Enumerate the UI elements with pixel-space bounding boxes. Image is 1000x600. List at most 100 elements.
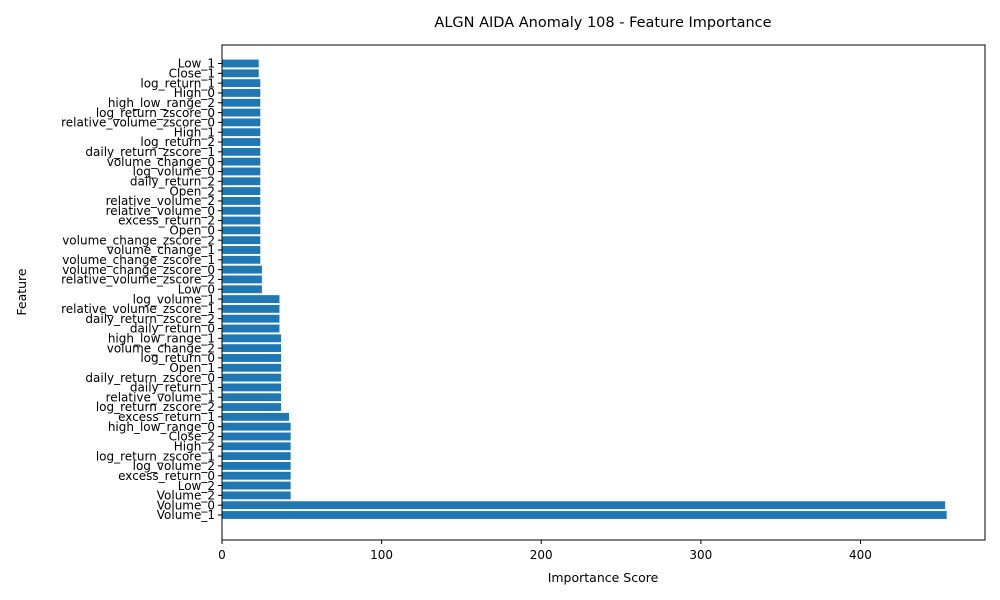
y-tick-label: volume_change_2	[107, 341, 215, 355]
bar-excess_return_0	[222, 471, 291, 480]
bar-volume_change_zscore_0	[222, 265, 262, 274]
bar-relative_volume_0	[222, 206, 261, 215]
bar-Low_2	[222, 481, 291, 490]
x-axis-label: Importance Score	[548, 570, 659, 585]
bar-Volume_2	[222, 491, 291, 500]
x-axis-ticks: 0 100 200 300 400	[218, 540, 872, 562]
y-tick-label: log_return_1	[140, 76, 215, 90]
y-tick-label: Open_0	[169, 224, 215, 238]
y-tick-label: relative_volume_zscore_2	[61, 273, 215, 287]
bar-daily_return_zscore_0	[222, 373, 282, 382]
bar-Open_2	[222, 187, 261, 196]
y-tick-label: Low_0	[178, 282, 215, 296]
y-tick-label: daily_return_0	[130, 322, 215, 336]
y-tick-label: high_low_range_2	[108, 96, 215, 110]
bar-Low_1	[222, 59, 259, 68]
y-tick-label: excess_return_1	[118, 410, 215, 424]
bar-log_volume_2	[222, 461, 291, 470]
y-tick-label: Volume_2	[157, 489, 215, 503]
y-tick-label: Volume_1	[157, 508, 215, 522]
y-tick-label: log_return_2	[140, 135, 215, 149]
bar-Open_1	[222, 363, 282, 372]
bar-volume_change_zscore_1	[222, 255, 261, 264]
y-tick-label: daily_return_1	[130, 381, 215, 395]
y-tick-label: Open_2	[169, 184, 215, 198]
y-tick-label: daily_return_2	[130, 174, 215, 188]
y-tick-label: daily_return_zscore_1	[85, 145, 215, 159]
y-tick-label: high_low_range_0	[108, 420, 215, 434]
y-axis-label: Feature	[14, 268, 29, 316]
bar-daily_return_2	[222, 177, 261, 186]
y-tick-label: daily_return_zscore_2	[85, 312, 215, 326]
bar-high_low_range_2	[222, 98, 261, 107]
y-tick-label: Low_2	[178, 479, 215, 493]
bar-daily_return_1	[222, 383, 282, 392]
y-tick-label: log_return_zscore_0	[96, 106, 215, 120]
y-tick-label: excess_return_2	[118, 214, 215, 228]
y-tick-label: Low_1	[178, 57, 215, 71]
bar-daily_return_0	[222, 324, 280, 333]
bar-High_0	[222, 89, 261, 97]
y-tick-label: log_return_0	[140, 351, 215, 365]
bar-Open_0	[222, 226, 261, 235]
bar-relative_volume_zscore_0	[222, 118, 261, 127]
x-tick-label: 0	[218, 548, 226, 562]
y-tick-label: High_2	[174, 439, 215, 453]
y-tick-label: log_volume_2	[133, 459, 215, 473]
y-tick-label: log_return_zscore_2	[96, 400, 215, 414]
bar-relative_volume_zscore_1	[222, 304, 280, 313]
y-axis-ticks: Volume_1Volume_0Volume_2Low_2excess_retu…	[61, 57, 222, 522]
y-tick-label: excess_return_0	[118, 469, 215, 483]
bar-daily_return_zscore_1	[222, 147, 261, 156]
x-tick-label: 100	[370, 548, 393, 562]
y-tick-label: volume_change_1	[107, 243, 215, 257]
bar-Volume_1	[222, 511, 947, 519]
y-tick-label: log_return_zscore_1	[96, 449, 215, 463]
y-tick-label: Close_2	[169, 430, 215, 444]
y-tick-label: volume_change_zscore_0	[62, 263, 215, 277]
y-tick-label: volume_change_zscore_2	[62, 233, 215, 247]
bar-log_return_1	[222, 79, 261, 88]
bar-volume_change_0	[222, 157, 261, 166]
chart-title: ALGN AIDA Anomaly 108 - Feature Importan…	[434, 15, 771, 31]
y-tick-label: Volume_0	[157, 498, 215, 512]
bar-log_return_0	[222, 354, 282, 362]
y-tick-label: volume_change_0	[107, 155, 215, 169]
y-tick-label: log_volume_1	[133, 292, 215, 306]
bar-volume_change_1	[222, 246, 261, 254]
bar-Low_0	[222, 285, 262, 294]
bar-daily_return_zscore_2	[222, 314, 280, 323]
y-tick-label: High_0	[174, 86, 215, 100]
bar-High_1	[222, 128, 261, 137]
bar-log_volume_1	[222, 295, 280, 303]
x-tick-label: 200	[530, 548, 553, 562]
bar-log_volume_0	[222, 167, 261, 176]
y-tick-label: relative_volume_zscore_0	[61, 116, 215, 130]
bar-excess_return_2	[222, 216, 261, 225]
y-tick-label: relative_volume_2	[106, 194, 215, 208]
bar-log_return_zscore_0	[222, 108, 261, 117]
y-tick-label: relative_volume_1	[106, 390, 215, 404]
plot-frame	[221, 44, 986, 541]
bar-volume_change_2	[222, 344, 282, 353]
bar-log_return_2	[222, 138, 261, 146]
bar-high_low_range_1	[222, 334, 282, 343]
bar-Close_2	[222, 432, 291, 441]
y-tick-label: Open_1	[169, 361, 215, 375]
bar-volume_change_zscore_2	[222, 236, 261, 245]
bar-Close_1	[222, 69, 259, 78]
bars-group	[222, 59, 947, 519]
y-tick-label: daily_return_zscore_0	[85, 371, 215, 385]
y-tick-label: High_1	[174, 125, 215, 139]
x-tick-label: 300	[689, 548, 712, 562]
y-tick-label: high_low_range_1	[108, 332, 215, 346]
y-tick-label: volume_change_zscore_1	[62, 253, 215, 267]
bar-log_return_zscore_1	[222, 452, 291, 461]
bar-Volume_0	[222, 501, 946, 510]
y-tick-label: relative_volume_zscore_1	[61, 302, 215, 316]
bar-relative_volume_1	[222, 393, 282, 402]
bar-relative_volume_2	[222, 196, 261, 205]
bar-excess_return_1	[222, 412, 290, 421]
y-tick-label: relative_volume_0	[106, 204, 215, 218]
